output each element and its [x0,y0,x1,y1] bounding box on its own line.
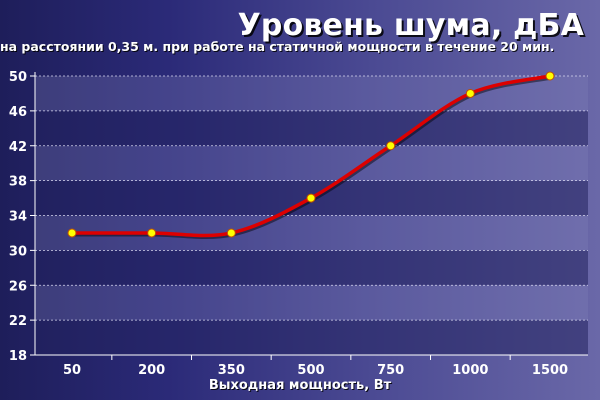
plot-band [35,76,588,111]
data-point [226,228,236,238]
x-tick-label: 50 [63,363,81,378]
y-tick-labels: 18 22 26 30 34 38 42 46 50 [9,70,27,364]
data-point [147,228,157,238]
data-point [306,193,316,203]
plot-band [35,250,588,286]
plot-band [35,145,588,181]
y-tick-label: 34 [9,210,27,225]
y-tick-label: 50 [9,70,27,85]
axes [30,72,588,360]
x-tick-label: 200 [138,363,165,378]
data-point [67,228,77,238]
x-axis-label: Выходная мощность, Вт [208,378,392,393]
y-tick-label: 38 [9,175,27,190]
y-tick-label: 46 [9,105,27,120]
data-point [465,88,475,98]
plot-band [35,110,588,146]
y-tick-label: 26 [9,279,27,294]
chart-title: Уровень шума, дБА [237,8,584,43]
x-tick-label: 1000 [452,363,488,378]
data-point [545,71,555,81]
plot-band [35,320,588,355]
plot-bands [35,76,588,355]
y-tick-label: 42 [9,140,27,155]
x-tick-label: 750 [377,363,404,378]
x-tick-label: 1500 [532,363,568,378]
y-tick-label: 30 [9,244,27,259]
plot-band [35,285,588,321]
gridlines [35,75,588,321]
chart-subtitle: на расстоянии 0,35 м. при работе на стат… [0,39,555,54]
y-tick-label: 22 [9,314,27,329]
x-tick-label: 350 [218,363,245,378]
data-point [386,141,396,151]
x-tick-labels: 50 200 350 500 750 1000 1500 [63,363,568,378]
x-tick-label: 500 [297,363,324,378]
series [67,71,555,240]
y-tick-label: 18 [9,349,27,364]
